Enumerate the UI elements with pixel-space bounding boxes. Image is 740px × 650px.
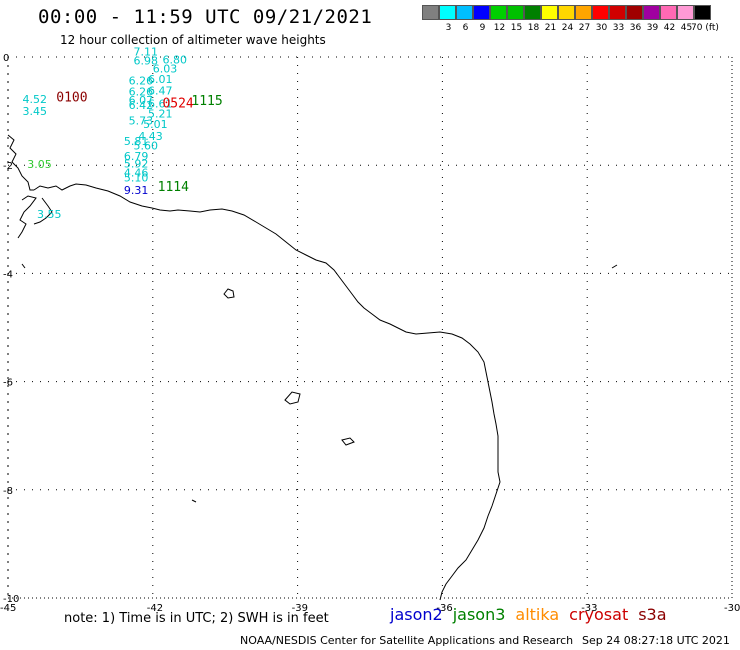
lon-tick-label: -39 [292,603,308,614]
colorbar-swatch: 33 [609,5,626,33]
colorbar-swatch: 45 [677,5,694,33]
colorbar-swatch: 12 [490,5,507,33]
map-border [7,56,733,599]
chart-title: 00:00 - 11:59 UTC 09/21/2021 [38,6,373,28]
wave-height-label: 6.80 [162,53,187,66]
wave-height-label: 6.61 [148,97,173,110]
wave-height-label: 5.01 [143,118,168,131]
satellite-legend-item: cryosat [569,605,629,624]
colorbar-swatch: 21 [541,5,558,33]
lon-tick-label: -42 [147,603,163,614]
pass-time-label: 1114 [158,180,189,195]
lon-tick-label: -30 [724,603,740,614]
wave-height-label: 7.11 [133,45,158,58]
colorbar-label: 42 [663,23,676,33]
colorbar-label: 30 [595,23,608,33]
pass-time-label: 0524 [162,96,193,111]
satellite-legend-item: jason2 [390,605,443,624]
colorbar-label: 9 [479,23,486,33]
colorbar-swatch: 70 (ft) [691,5,719,33]
wave-height-label: 5.73 [129,115,154,128]
colorbar-label: 15 [510,23,523,33]
wave-height-label: 5.92 [124,157,149,170]
wave-height-label: 6.03 [153,63,178,76]
note-text: note: 1) Time is in UTC; 2) SWH is in fe… [64,611,329,626]
satellite-legend-item: jason3 [452,605,506,624]
lon-tick-label: -45 [0,603,16,614]
colorbar-swatch: 15 [507,5,524,33]
wave-height-label: 6.26 [129,85,154,98]
colorbar-label: 24 [561,23,574,33]
wave-height-label: 4.52 [22,93,47,106]
colorbar-swatch: 24 [558,5,575,33]
coastline [7,134,618,601]
colorbar-swatch: 27 [575,5,592,33]
wave-height-label: 4.43 [138,130,163,143]
colorbar-swatch: 18 [524,5,541,33]
wave-height-label: 3.05 [27,158,52,171]
wave-height-label: 6.07 [129,94,154,107]
credit-text: NOAA/NESDIS Center for Satellite Applica… [240,634,574,647]
island-c [341,437,355,446]
lon-tick-label: -33 [581,603,597,614]
lat-tick-label: -6 [3,378,13,389]
wave-height-label: 5.81 [124,135,149,148]
lat-tick-label: -8 [3,486,13,497]
coastline-west [7,134,53,239]
colorbar-swatch [422,5,439,20]
wave-height-label: 5.60 [133,140,158,153]
map-labels: 7.116.98 6.806.036.266.016.266.476.076.42… [22,45,222,221]
satellite-legend: jason2 jason3 altika cryosat s3a [390,605,667,624]
wave-height-colorbar: 3 6 9 12 15 18 21 24 27 30 33 36 39 42 45 70 (ft) [422,5,719,33]
wave-height-label: 5.21 [148,108,173,121]
colorbar-label: 18 [527,23,540,33]
wave-height-label: 3.55 [37,208,62,221]
colorbar-swatch: 9 [473,5,490,33]
colorbar-label: 21 [544,23,557,33]
colorbar-label: 12 [493,23,506,33]
lat-tick-label: 0 [3,53,9,64]
wave-height-label: 6.42 [129,99,154,112]
colorbar-swatch: 36 [626,5,643,33]
island-d [21,263,618,503]
wave-height-label: 5.10 [124,171,149,184]
lat-tick-label: -4 [3,269,13,280]
wave-height-label: 6.98 [133,55,158,68]
colorbar-swatch: 3 [439,5,456,33]
colorbar-label: 39 [646,23,659,33]
wave-height-label: 9.31 [124,184,149,197]
pass-time-label: 1115 [191,94,222,109]
pass-time-label: 0100 [56,90,87,105]
wave-height-label: 3.45 [22,105,47,118]
colorbar-label: 36 [629,23,642,33]
island-a [223,288,235,299]
colorbar-label: 6 [462,23,469,33]
island-b [284,391,301,405]
colorbar-label: 70 (ft) [691,23,719,33]
timestamp-text: Sep 24 08:27:18 UTC 2021 [582,634,730,647]
colorbar-swatch: 42 [660,5,677,33]
lat-tick-label: -10 [3,594,19,605]
axis-tick-labels: -45 -42 -39 -36 -33 -30 0 -2 -4 -6 -8 -10 [0,53,740,614]
map-grid [7,56,733,599]
coastline-main [33,183,501,601]
colorbar-swatch: 30 [592,5,609,33]
lon-tick-label: -36 [436,603,452,614]
colorbar-label: 3 [445,23,452,33]
colorbar-swatch: 39 [643,5,660,33]
wave-height-label: 6.26 [129,75,154,88]
satellite-legend-item: altika [515,605,560,624]
satellite-legend-item: s3a [638,605,667,624]
chart-subtitle: 12 hour collection of altimeter wave hei… [60,33,326,47]
colorbar-label: 33 [612,23,625,33]
wave-height-label: 6.47 [148,84,173,97]
wave-height-label: 6.79 [124,150,149,163]
wave-height-label: 4.46 [124,167,149,180]
wave-height-label: 6.01 [148,73,173,86]
colorbar-swatch: 6 [456,5,473,33]
colorbar-label: 45 [680,23,693,33]
lat-tick-label: -2 [3,161,13,172]
colorbar-label: 27 [578,23,591,33]
